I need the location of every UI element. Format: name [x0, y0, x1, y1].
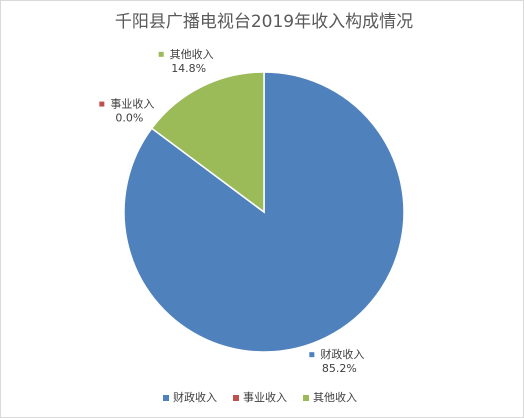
legend-marker — [233, 395, 239, 401]
legend-label: 其他收入 — [313, 390, 357, 404]
data-label-name: 其他收入 — [170, 47, 214, 61]
data-label-name: 事业收入 — [110, 97, 154, 111]
data-label-name: 财政收入 — [320, 347, 364, 361]
data-label-value: 0.0% — [115, 112, 143, 125]
chart-title: 千阳县广播电视台2019年收入构成情况 — [115, 12, 413, 32]
legend-marker — [303, 395, 309, 401]
data-label-value: 85.2% — [322, 362, 357, 375]
label-marker — [99, 101, 105, 107]
legend-marker — [163, 395, 169, 401]
pie-slice — [150, 71, 265, 214]
label-marker — [158, 51, 164, 57]
legend-label: 财政收入 — [173, 390, 217, 404]
legend-label: 事业收入 — [243, 390, 287, 404]
data-label-value: 14.8% — [171, 62, 206, 75]
label-marker — [309, 352, 315, 358]
